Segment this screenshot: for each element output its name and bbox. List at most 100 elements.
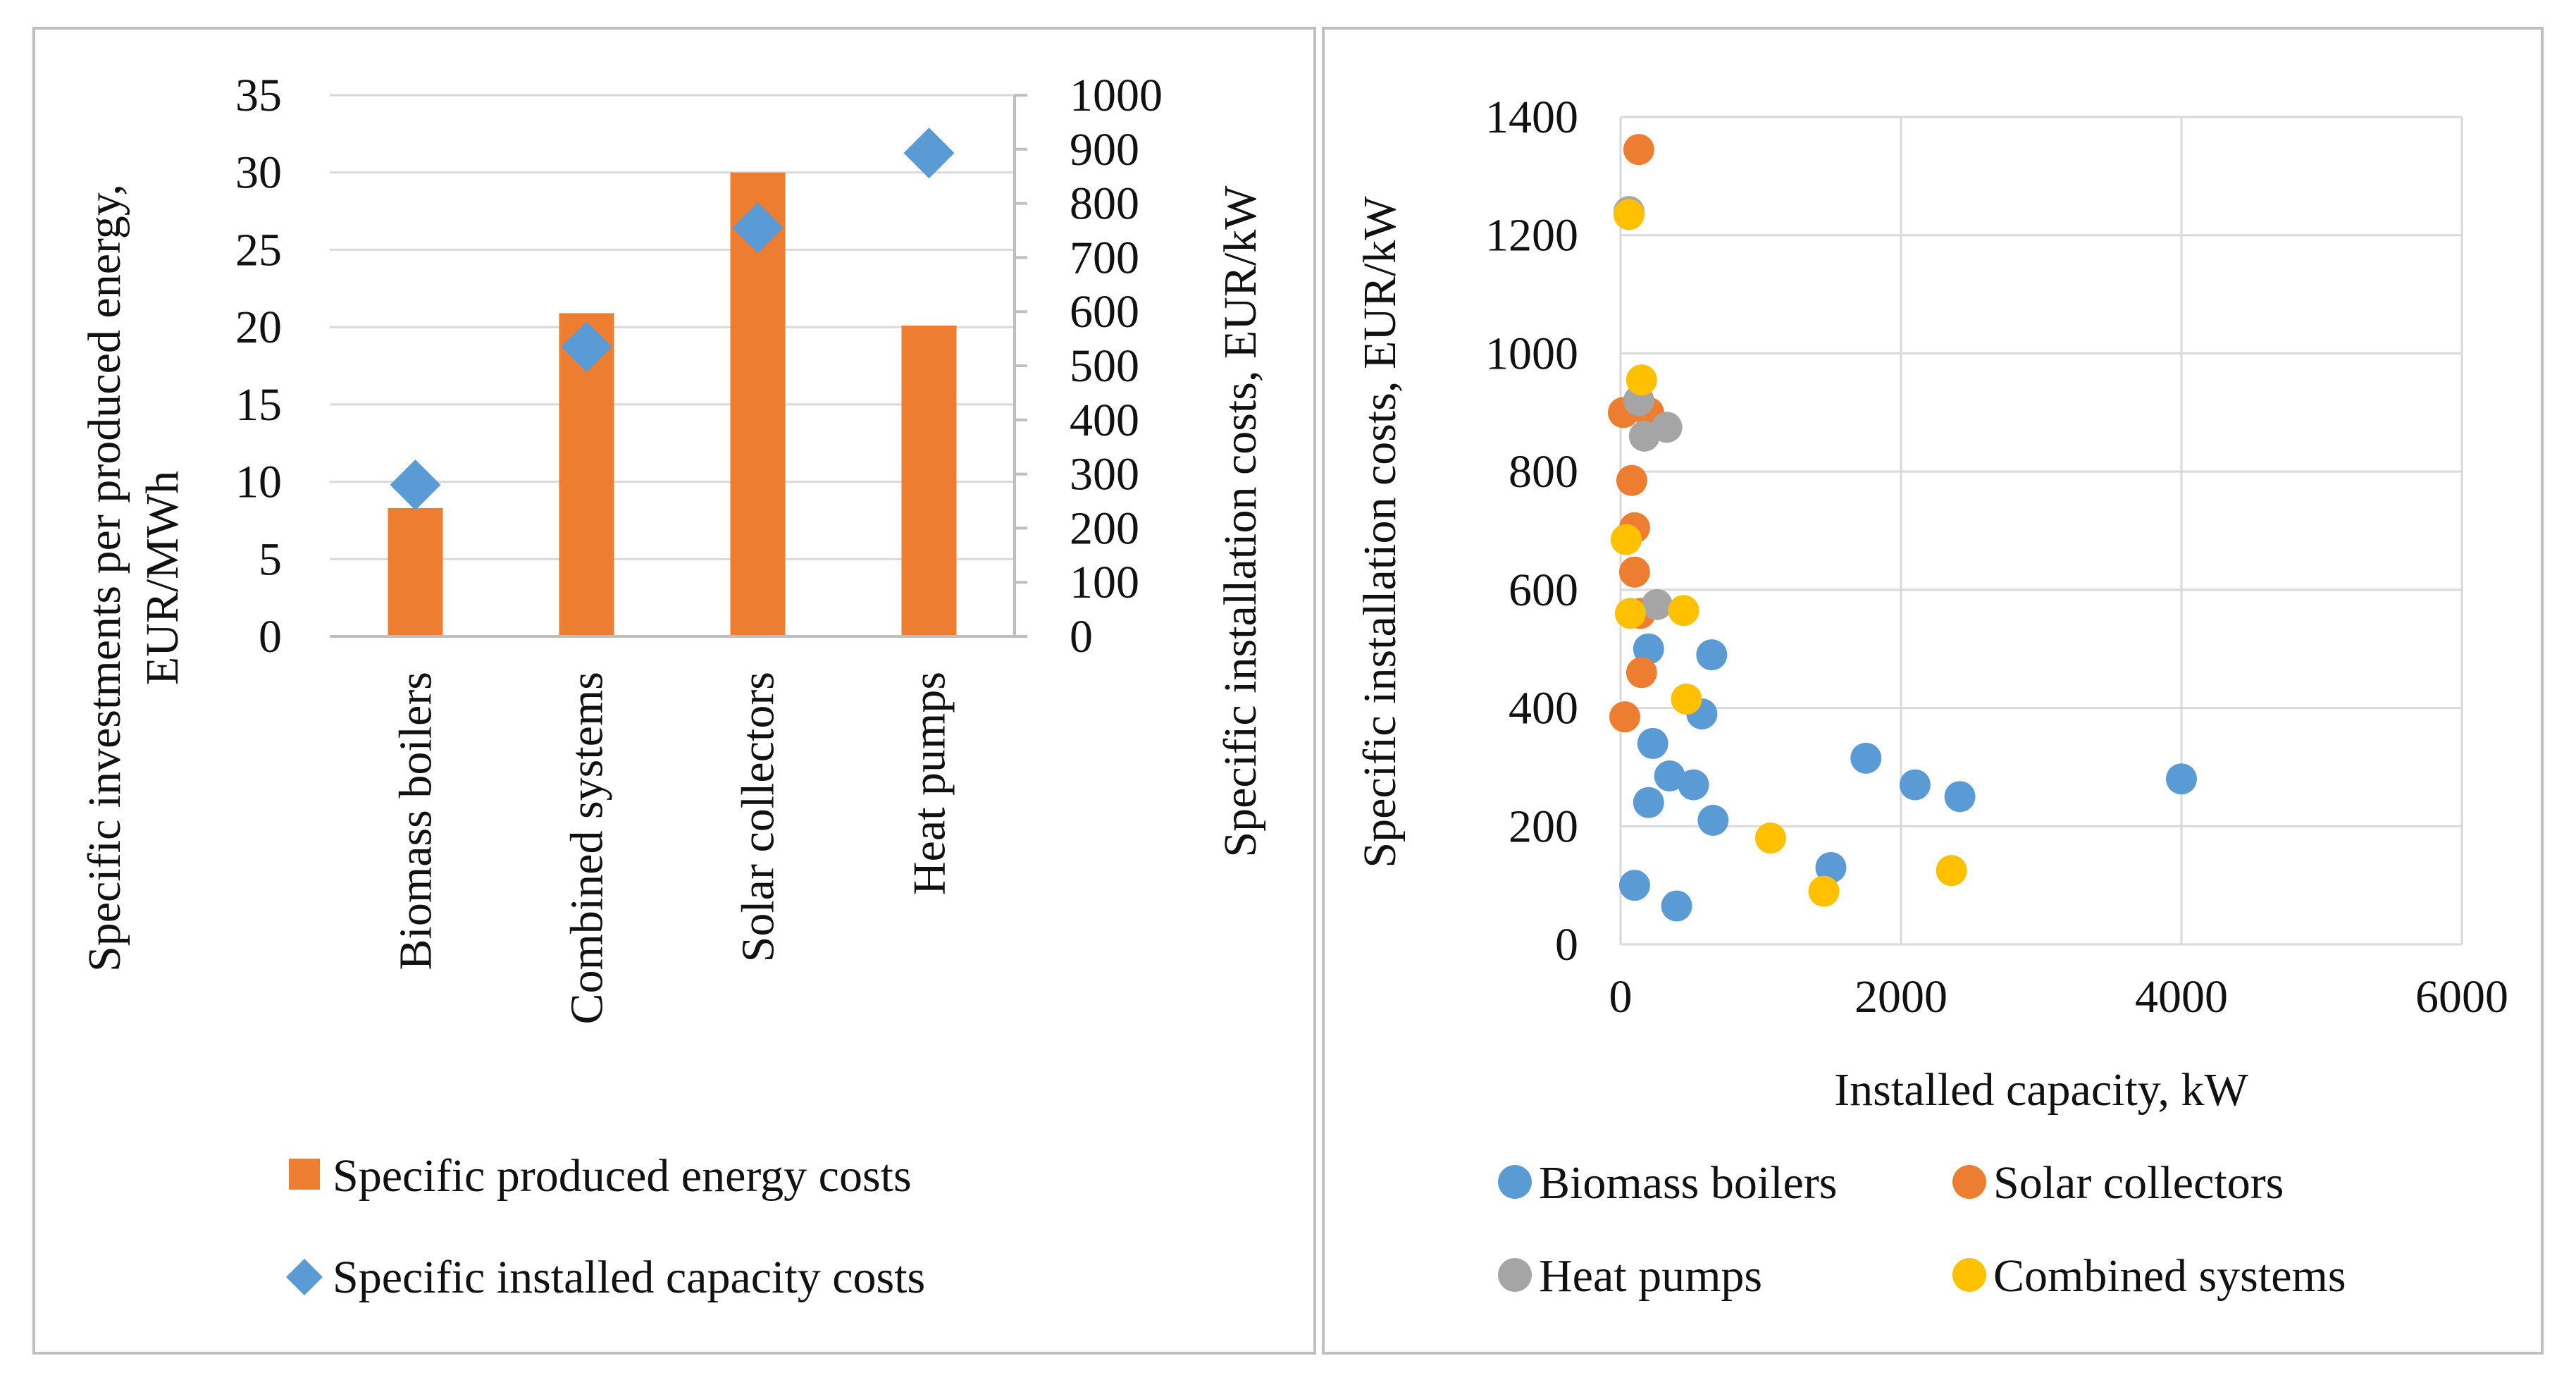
- legend-label-bars: Specific produced energy costs: [333, 1150, 912, 1202]
- scatter-point: [1626, 364, 1657, 396]
- right-y-tick-label: 100: [1070, 557, 1139, 608]
- legend-label: Heat pumps: [1539, 1250, 1762, 1302]
- scatter-point: [1613, 199, 1645, 230]
- scatter-legend: Biomass boilers Solar collectors Heat pump…: [1498, 1157, 2346, 1302]
- legend-label-markers: Specific installed capacity costs: [333, 1252, 925, 1303]
- scatter-point: [1944, 781, 1976, 813]
- scatter-point: [1637, 727, 1668, 759]
- diamond-marker: [561, 321, 612, 373]
- legend-label: Combined systems: [1993, 1250, 2346, 1302]
- scatter-y-tick-label: 0: [1555, 919, 1578, 970]
- scatter-x-tick-label: 6000: [2415, 971, 2508, 1023]
- scatter-point: [1609, 701, 1640, 733]
- bar-chart-legend: Specific produced energy costs Specific …: [286, 1150, 925, 1303]
- left-y-tick-label: 10: [235, 457, 282, 508]
- legend-marker: [1952, 1165, 1986, 1199]
- left-y-tick-label: 35: [235, 70, 282, 121]
- x-category-labels: Biomass boilers Combined systems Solar col…: [390, 672, 955, 1025]
- scatter-point: [1614, 598, 1646, 629]
- scatter-point: [1936, 855, 1967, 887]
- legend-swatch-markers: [286, 1259, 323, 1295]
- scatter-y-tick-label: 1000: [1485, 328, 1578, 379]
- scatter-point: [1633, 633, 1664, 665]
- right-y-tick-label: 0: [1070, 611, 1093, 662]
- left-y-tick-label: 15: [235, 379, 282, 431]
- scatter-y-tick-label: 200: [1509, 801, 1578, 852]
- left-y-axis-label-line2: EUR/MWh: [137, 471, 188, 685]
- scatter-point: [1850, 742, 1882, 774]
- right-y-tick-label: 700: [1070, 232, 1139, 283]
- left-y-tick-label: 0: [259, 611, 282, 662]
- x-category-label: Biomass boilers: [390, 672, 442, 970]
- scatter-point: [1815, 851, 1847, 883]
- right-y-tick-label: 400: [1070, 395, 1139, 446]
- left-y-tick-label: 20: [235, 302, 282, 353]
- x-category-label: Heat pumps: [904, 672, 955, 895]
- scatter-point: [1618, 556, 1650, 588]
- scatter-point: [1616, 464, 1647, 496]
- scatter-x-tick-label: 0: [1609, 971, 1633, 1023]
- bar: [901, 325, 957, 636]
- scatter-x-tick-labels: 0 2000 4000 6000: [1609, 971, 2509, 1023]
- scatter-y-tick-label: 800: [1509, 446, 1578, 498]
- scatter-y-tick-label: 400: [1509, 683, 1578, 734]
- left-panel-frame: [32, 27, 1316, 1355]
- scatter-point: [1754, 822, 1786, 854]
- left-gridlines: [330, 94, 1015, 560]
- legend-marker: [1498, 1165, 1532, 1199]
- scatter-point: [1668, 595, 1699, 627]
- scatter-y-tick-labels: 0 200 400 600 800 1000 1200 1400: [1485, 92, 1578, 970]
- scatter-y-tick-label: 600: [1509, 565, 1578, 616]
- legend-swatch-bars: [289, 1159, 320, 1190]
- scatter-y-tick-label: 1200: [1485, 210, 1578, 261]
- scatter-point: [1671, 683, 1702, 715]
- right-y-axis-label: Specific installation costs, EUR/kW: [1215, 185, 1266, 858]
- scatter-point: [1641, 588, 1673, 620]
- scatter-gridlines: [1619, 116, 2463, 946]
- marker-series: [390, 128, 955, 510]
- scatter-point: [1651, 412, 1683, 443]
- scatter-point: [1696, 639, 1728, 671]
- scatter-point: [1626, 657, 1657, 689]
- scatter-x-axis-label: Installed capacity, kW: [1834, 1064, 2248, 1116]
- scatter-point: [1678, 769, 1709, 801]
- right-y-tick-label: 200: [1070, 503, 1139, 554]
- bar: [388, 507, 443, 636]
- scatter-y-axis-label: Specific installation costs, EUR/kW: [1354, 196, 1406, 868]
- left-y-axis-label-line1: Specific investments per produced energy…: [79, 184, 130, 972]
- scatter-point: [1654, 760, 1685, 792]
- scatter-point: [1633, 787, 1664, 818]
- left-y-tick-label: 25: [235, 224, 282, 276]
- left-y-tick-labels: 0 5 10 15 20 25 30 35: [235, 70, 282, 662]
- right-y-tick-marks: [1015, 94, 1027, 638]
- scatter-point: [1899, 769, 1931, 801]
- left-y-tick-label: 30: [235, 147, 282, 199]
- scatter-points: [1607, 134, 2197, 922]
- scatter-x-tick-label: 4000: [2135, 971, 2228, 1023]
- legend-label: Biomass boilers: [1539, 1157, 1838, 1209]
- legend-marker: [1952, 1258, 1986, 1292]
- scatter-point: [1808, 875, 1840, 907]
- scatter-point: [2166, 763, 2197, 795]
- right-y-tick-label: 1000: [1070, 70, 1163, 121]
- legend-marker: [1498, 1258, 1532, 1292]
- scatter-point: [1623, 134, 1654, 166]
- scatter-point: [1618, 870, 1650, 901]
- scatter-y-tick-label: 1400: [1485, 92, 1578, 143]
- right-panel-frame: [1322, 27, 2544, 1355]
- scatter-x-tick-label: 2000: [1854, 971, 1948, 1023]
- diamond-marker: [903, 128, 955, 179]
- right-y-tick-label: 600: [1070, 286, 1139, 338]
- left-y-tick-label: 5: [259, 534, 282, 585]
- diamond-marker: [390, 459, 441, 510]
- right-y-tick-label: 300: [1070, 449, 1139, 500]
- x-category-label: Solar collectors: [733, 672, 784, 962]
- right-y-tick-label: 900: [1070, 124, 1139, 175]
- scatter-point: [1661, 890, 1692, 922]
- legend-label: Solar collectors: [1993, 1157, 2284, 1209]
- right-y-tick-label: 500: [1070, 340, 1139, 392]
